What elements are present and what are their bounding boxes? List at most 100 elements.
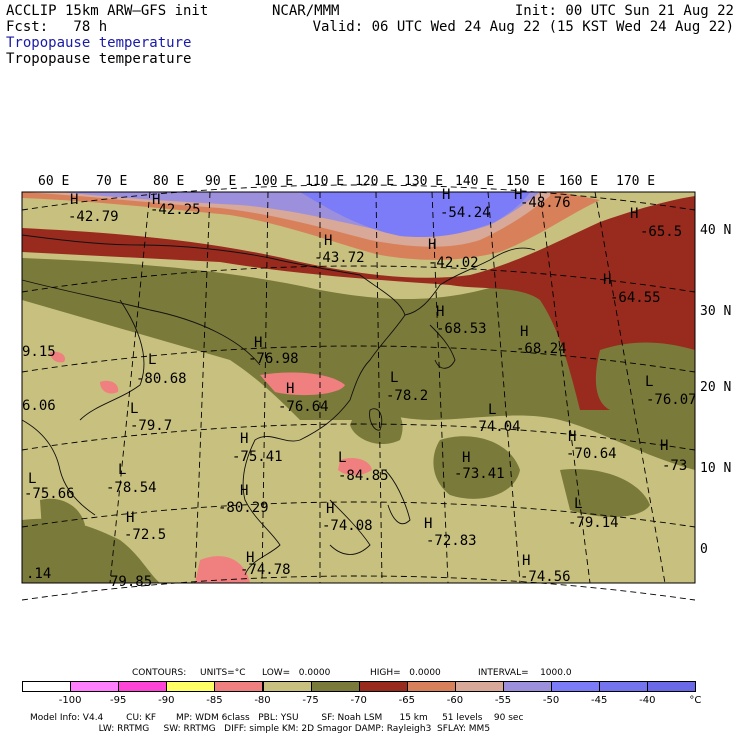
colorbar-label: -65	[398, 695, 415, 706]
colorbar-swatch	[262, 681, 312, 692]
extremum-mark: L	[148, 352, 156, 368]
contours-units: UNITS=°C	[200, 668, 246, 678]
extremum-value: -64.55	[610, 290, 661, 306]
extremum-mark: H	[603, 272, 611, 288]
extremum-mark: L	[28, 471, 36, 487]
colorbar-swatch	[503, 681, 553, 692]
contours-label: CONTOURS:	[132, 668, 187, 678]
latitude-labels: 40 N 30 N 20 N 10 N 0	[700, 223, 731, 557]
extremum-value: -78.54	[106, 480, 157, 496]
colorbar-swatch	[214, 681, 264, 692]
extremum-mark: H	[436, 304, 444, 320]
colorbar-label: -80	[254, 695, 271, 706]
lon-label: 90 E	[205, 174, 236, 189]
lon-label: 170 E	[616, 174, 655, 189]
extremum-value: -68.53	[436, 321, 487, 337]
extremum-mark: H	[152, 192, 160, 208]
colorbar-swatch	[551, 681, 601, 692]
colorbar-swatch	[454, 681, 504, 692]
colorbar-swatch	[358, 681, 408, 692]
colorbar-label: -85	[206, 695, 223, 706]
lon-label: 140 E	[455, 174, 494, 189]
graticule	[21, 184, 696, 601]
coastlines	[21, 234, 536, 576]
extremum-value: .14	[26, 566, 51, 582]
extremum-mark: H	[424, 516, 432, 532]
lat-label: 10 N	[700, 461, 731, 476]
extremum-mark: H	[254, 335, 262, 351]
extremum-value: -75.41	[232, 449, 283, 465]
extremum-value: -75.66	[24, 486, 75, 502]
colorbar-label: °C	[689, 695, 702, 706]
extremum-mark: L	[390, 370, 398, 386]
field-title-shaded: Tropopause temperature	[6, 35, 192, 51]
extremum-mark: H	[462, 450, 470, 466]
colorbar-label: -60	[446, 695, 464, 706]
extremum-value: -79.7	[130, 418, 172, 434]
extremum-value: -42.02	[428, 255, 479, 271]
extremum-value: -74.04	[470, 419, 521, 435]
lat-label: 20 N	[700, 380, 731, 395]
contours-interval: INTERVAL= 1000.0	[478, 668, 572, 678]
shaded-field	[22, 192, 695, 583]
extremum-mark: L	[645, 374, 653, 390]
extremum-value: -73.41	[454, 466, 505, 482]
colorbar-swatch	[118, 681, 168, 692]
extremum-value: -79.14	[568, 515, 619, 531]
colorbar-label: -45	[591, 695, 608, 706]
lat-label: 40 N	[700, 223, 731, 238]
extremum-value: -78.2	[386, 388, 428, 404]
colorbar-swatch	[647, 681, 697, 692]
lon-label: 160 E	[559, 174, 598, 189]
colorbar-swatch	[22, 681, 72, 692]
map-frame	[21, 191, 696, 584]
extrema-labels: H -42.79 H -42.25 H -54.24 H -48.76 H -4…	[22, 187, 697, 590]
lon-label: 150 E	[506, 174, 545, 189]
lon-label: 100 E	[254, 174, 293, 189]
extremum-mark: L	[118, 462, 126, 478]
colorbar-swatch	[166, 681, 216, 692]
extremum-value: -76.64	[278, 399, 329, 415]
colorbar-swatch	[599, 681, 649, 692]
forecast-hour: Fcst: 78 h	[6, 19, 108, 35]
colorbar-label: -55	[494, 695, 512, 706]
extremum-mark: L	[488, 402, 496, 418]
valid-time: Valid: 06 UTC Wed 24 Aug 22 (15 KST Wed …	[312, 19, 734, 35]
contours-high: HIGH= 0.0000	[370, 668, 441, 678]
extremum-value: -68.24	[516, 341, 567, 357]
extremum-mark: L	[130, 401, 138, 417]
extremum-mark: L	[574, 496, 582, 512]
lon-label: 60 E	[38, 174, 69, 189]
colorbar-label: -70	[350, 695, 367, 706]
extremum-mark: H	[246, 550, 254, 566]
extremum-mark: H	[522, 553, 530, 569]
colorbar-swatch	[310, 681, 360, 692]
extremum-mark: H	[442, 187, 450, 203]
lon-label: 70 E	[96, 174, 127, 189]
model-info-line2: LW: RRTMG SW: RRTMG DIFF: simple KM: 2D …	[30, 724, 491, 734]
model-title: ACCLIP 15km ARW–GFS init	[6, 3, 209, 19]
lat-label: 0	[700, 542, 708, 557]
extremum-value: -84.85	[338, 468, 389, 484]
extremum-value: -74.78	[240, 562, 291, 578]
colorbar-swatch	[70, 681, 120, 692]
extremum-mark: H	[126, 510, 134, 526]
extremum-value: -76.98	[248, 351, 299, 367]
extremum-mark: H	[326, 501, 334, 517]
extremum-mark: H	[568, 429, 576, 445]
lat-label: 30 N	[700, 304, 731, 319]
extremum-value: -74.08	[322, 518, 373, 534]
extremum-value: 9.15	[22, 344, 56, 360]
extremum-value: -80.29	[218, 500, 269, 516]
extremum-mark: H	[514, 187, 522, 203]
colorbar-label: -100	[58, 695, 82, 706]
extremum-mark: H	[520, 324, 528, 340]
extremum-mark: H	[324, 233, 332, 249]
extremum-mark: H	[660, 438, 668, 454]
extremum-mark: H	[240, 431, 248, 447]
extremum-value: -72.5	[124, 527, 166, 543]
extremum-mark: H	[428, 237, 436, 253]
field-title-contour: Tropopause temperature	[6, 51, 192, 67]
lon-label: 110 E	[305, 174, 344, 189]
